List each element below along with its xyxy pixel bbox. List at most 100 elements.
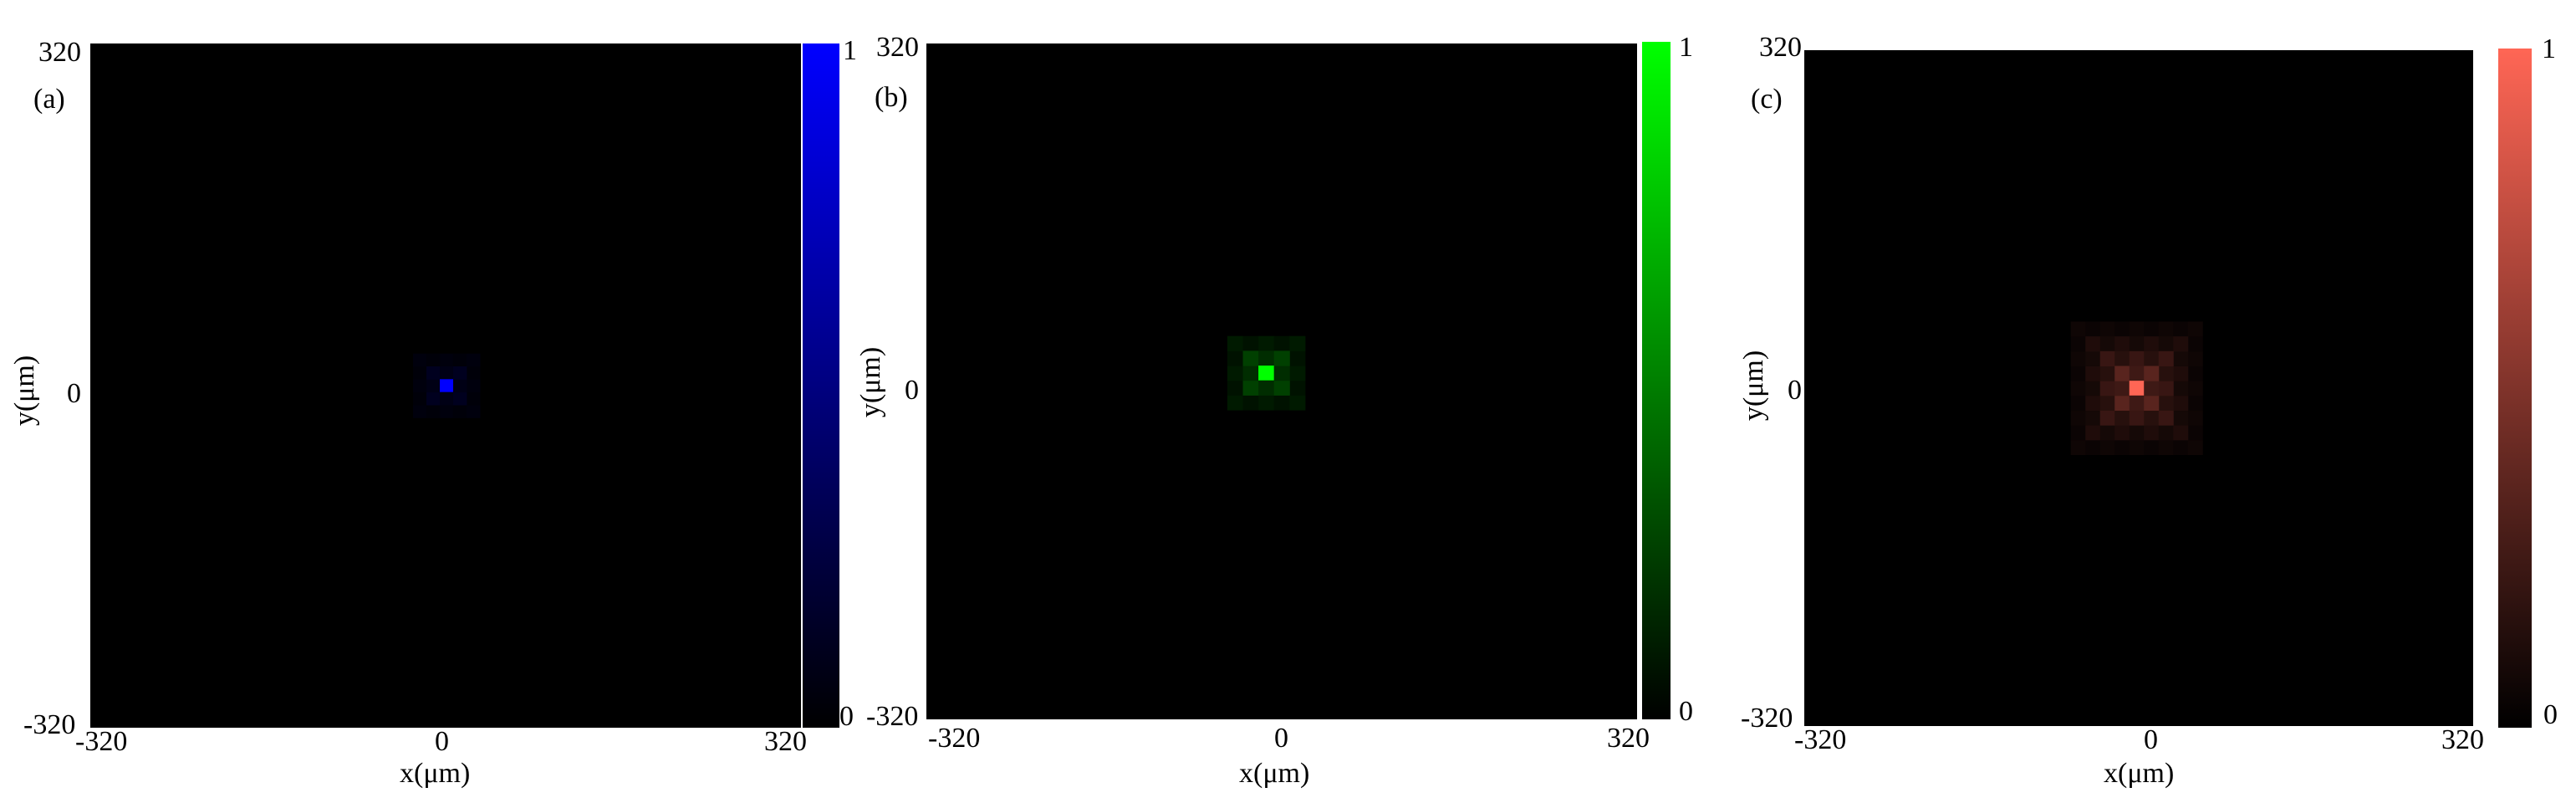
x-axis-label-a: x(μm) bbox=[400, 758, 471, 789]
heatmap-pixel bbox=[2099, 366, 2115, 381]
colorbar-min-label-a: 0 bbox=[839, 701, 854, 732]
x-tick-right-c: 320 bbox=[2441, 724, 2484, 755]
heatmap-pixel bbox=[452, 353, 467, 367]
heatmap-pixel bbox=[2070, 425, 2086, 441]
heatmap-pixel bbox=[1242, 350, 1259, 366]
heatmap-pixel bbox=[452, 405, 467, 418]
heatmap-pixel bbox=[466, 353, 481, 367]
heatmap-pixel bbox=[2085, 425, 2101, 441]
heatmap-pixel bbox=[2085, 410, 2101, 426]
heatmap-pixel bbox=[2129, 350, 2145, 366]
x-axis-label-b: x(μm) bbox=[1239, 758, 1310, 789]
heatmap-pixel bbox=[2085, 350, 2101, 366]
colorbar-min-label-c: 0 bbox=[2543, 699, 2558, 730]
y-tick-bottom-a: -320 bbox=[23, 709, 76, 740]
heatmap-pixel bbox=[2129, 425, 2145, 441]
heatmap-a-plot-area bbox=[90, 43, 803, 728]
heatmap-pixel bbox=[413, 379, 427, 393]
heatmap-pixel bbox=[440, 353, 454, 367]
heatmap-pixel bbox=[452, 366, 467, 380]
heatmap-pixel bbox=[2070, 336, 2086, 352]
heatmap-pixel bbox=[2158, 410, 2174, 426]
heatmap-peak-pixel bbox=[2129, 381, 2145, 396]
heatmap-pixel bbox=[1289, 366, 1306, 381]
heatmap-pixel bbox=[2129, 395, 2145, 412]
heatmap-pixel bbox=[426, 405, 441, 418]
heatmap-pixel bbox=[1227, 395, 1244, 411]
heatmap-pixel bbox=[2187, 381, 2203, 396]
heatmap-pixel bbox=[2158, 350, 2174, 366]
heatmap-pixel bbox=[2070, 381, 2086, 396]
y-tick-mid-c: 0 bbox=[1788, 375, 1802, 406]
x-tick-mid-b: 0 bbox=[1274, 723, 1288, 754]
heatmap-pixel bbox=[2099, 395, 2115, 412]
x-axis-label-c: x(μm) bbox=[2104, 758, 2175, 789]
heatmap-pixel bbox=[2070, 410, 2086, 426]
heatmap-pixel bbox=[2144, 321, 2160, 337]
heatmap-c-plot-area bbox=[1804, 50, 2473, 726]
heatmap-pixel bbox=[2070, 366, 2086, 381]
panel-label-a: (a) bbox=[33, 84, 65, 115]
heatmap-pixel bbox=[2187, 439, 2203, 456]
heatmap-pixel bbox=[2114, 366, 2130, 381]
heatmap-pixel bbox=[1242, 380, 1259, 396]
heatmap-pixel bbox=[413, 353, 427, 367]
heatmap-pixel bbox=[2187, 366, 2203, 381]
heatmap-pixel bbox=[1242, 335, 1259, 351]
heatmap-pixel bbox=[2129, 410, 2145, 426]
heatmap-pixel bbox=[2144, 336, 2160, 352]
heatmap-pixel bbox=[2187, 425, 2203, 441]
x-tick-mid-c: 0 bbox=[2144, 724, 2158, 755]
colorbar-gradient bbox=[803, 43, 839, 728]
colorbar-min-label-b: 0 bbox=[1679, 696, 1693, 727]
heatmap-pixel bbox=[1289, 380, 1306, 396]
heatmap-pixel bbox=[452, 379, 467, 393]
colorbar-gradient bbox=[1642, 42, 1671, 719]
x-tick-left-b: -320 bbox=[928, 723, 981, 754]
y-tick-mid-a: 0 bbox=[67, 378, 81, 409]
heatmap-pixel bbox=[2099, 321, 2115, 337]
heatmap-pixel bbox=[2085, 366, 2101, 381]
heatmap-panel-a: (a) 320 0 -320 -320 0 320 x(μm) y(μm) 1 … bbox=[0, 0, 861, 803]
y-tick-top-c: 320 bbox=[1759, 32, 1802, 63]
heatmap-pixel bbox=[413, 391, 427, 406]
y-tick-top-a: 320 bbox=[38, 37, 81, 68]
heatmap-pixel bbox=[1258, 380, 1275, 396]
heatmap-pixel bbox=[2173, 425, 2189, 441]
heatmap-pixel bbox=[2114, 439, 2130, 456]
heatmap-pixel bbox=[1258, 395, 1275, 411]
x-tick-left-a: -320 bbox=[75, 726, 128, 757]
x-tick-mid-a: 0 bbox=[435, 726, 449, 757]
heatmap-pixel bbox=[2144, 395, 2160, 412]
heatmap-pixel bbox=[2085, 381, 2101, 396]
heatmap-panel-b: (b) 320 0 -320 -320 0 320 x(μm) y(μm) 1 … bbox=[855, 0, 1722, 803]
heatmap-pixel bbox=[2085, 439, 2101, 456]
heatmap-pixel bbox=[1289, 395, 1306, 411]
heatmap-pixel bbox=[2173, 395, 2189, 412]
heatmap-pixel bbox=[2158, 439, 2174, 456]
heatmap-pixel bbox=[2099, 410, 2115, 426]
panel-label-c: (c) bbox=[1751, 84, 1783, 115]
heatmap-pixel bbox=[1273, 350, 1290, 366]
colorbar-gradient bbox=[2498, 49, 2532, 728]
heatmap-pixel bbox=[2129, 366, 2145, 381]
heatmap-pixel bbox=[426, 379, 441, 393]
heatmap-pixel bbox=[2129, 321, 2145, 337]
heatmap-pixel bbox=[1227, 366, 1244, 381]
heatmap-pixel bbox=[466, 379, 481, 393]
heatmap-pixel bbox=[2173, 350, 2189, 366]
heatmap-pixel bbox=[2187, 336, 2203, 352]
heatmap-pixel bbox=[2187, 321, 2203, 337]
y-tick-top-b: 320 bbox=[876, 32, 919, 63]
heatmap-pixel bbox=[2085, 395, 2101, 412]
heatmap-pixel bbox=[2099, 381, 2115, 396]
heatmap-pixel bbox=[2099, 439, 2115, 456]
x-tick-left-c: -320 bbox=[1794, 724, 1847, 755]
heatmap-pixel bbox=[2129, 336, 2145, 352]
heatmap-peak-pixel bbox=[440, 379, 453, 392]
heatmap-pixel bbox=[2085, 336, 2101, 352]
x-tick-right-b: 320 bbox=[1607, 723, 1650, 754]
heatmap-pixel bbox=[1258, 335, 1275, 351]
heatmap-pixel bbox=[2187, 350, 2203, 366]
y-tick-bottom-c: -320 bbox=[1741, 703, 1793, 734]
